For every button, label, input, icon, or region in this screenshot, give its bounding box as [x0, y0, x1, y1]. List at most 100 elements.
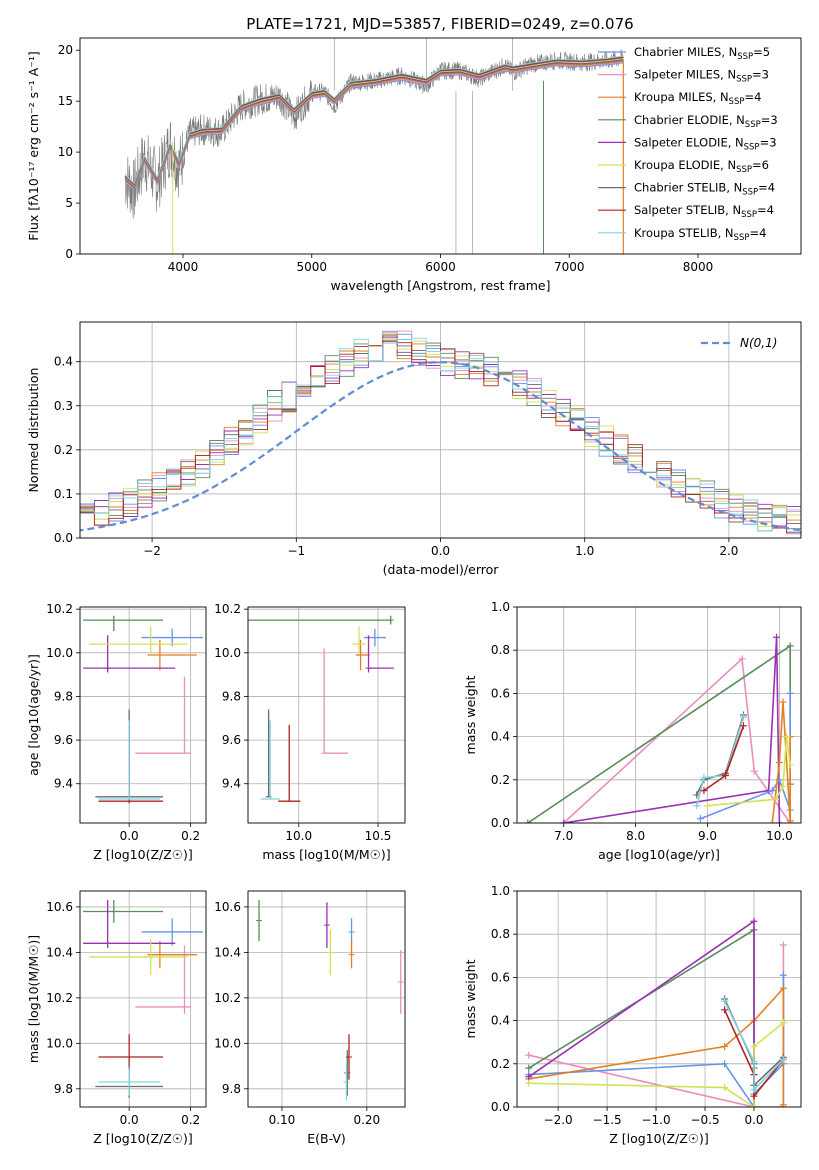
legend-suffix: =4	[744, 90, 761, 104]
plus-marker	[704, 802, 712, 810]
y-tick-label: 10.2	[46, 602, 73, 616]
plus-marker	[700, 774, 708, 782]
weight-line	[723, 1000, 784, 1092]
x-tick-label: −0.5	[690, 1113, 719, 1127]
panel-residual-distribution: −2 −1 0.0 1.0 2.0 0.0 0.1 0.2 0.3 0.4 (data-model)…	[26, 321, 802, 577]
panel-weight-vs-age: 7.0 8.0 9.0 10.0 0.0 0.2 0.4 0.6 0.8 1.0 age [log1…	[463, 600, 802, 862]
y-tick-label: 10.6	[214, 900, 241, 914]
y-tick-label: 0	[65, 247, 73, 261]
plus-marker	[779, 1055, 787, 1063]
plot-area	[80, 330, 801, 536]
plus-marker	[721, 1043, 729, 1051]
weight-line	[563, 637, 781, 823]
plus-marker	[786, 642, 794, 650]
x-tick-label: 8.0	[626, 829, 645, 843]
legend-subscript: SSP	[742, 188, 758, 198]
legend-suffix: =3	[761, 113, 778, 127]
legend-entry: Salpeter MILES, NSSP=3	[634, 68, 769, 85]
plus-marker	[779, 1101, 787, 1107]
histogram-steps	[80, 339, 801, 533]
y-axis-label: mass weight	[463, 959, 478, 1038]
plus-marker	[775, 819, 783, 823]
axes-frame	[516, 890, 802, 1108]
plus-marker	[739, 722, 747, 730]
legend-entry: Kroupa MILES, NSSP=4	[634, 90, 761, 107]
x-tick-label: 7.0	[554, 829, 573, 843]
legend-suffix: =4	[757, 203, 774, 217]
x-tick-label: 2.0	[719, 544, 738, 558]
plus-marker	[700, 787, 708, 795]
plus-marker	[525, 1079, 533, 1087]
y-tick-label: 10.2	[214, 991, 241, 1005]
y-tick-label: 9.4	[54, 777, 73, 791]
legend-label: Chabrier MILES, N	[634, 45, 737, 59]
legend-entry: Salpeter STELIB, NSSP=4	[634, 203, 774, 220]
plus-marker	[750, 1103, 758, 1107]
legend-suffix: =6	[752, 158, 769, 172]
y-tick-label: 0.2	[54, 443, 73, 457]
histogram-steps	[80, 341, 801, 536]
panel-age-vs-mass: 10.0 10.5 9.4 9.6 9.8 10.0 10.2 mass [log10(M/M…	[214, 602, 406, 862]
legend-label: Salpeter MILES, N	[634, 68, 736, 82]
y-axis-label: Normed distribution	[26, 368, 41, 493]
weight-line	[528, 1022, 784, 1107]
plus-marker	[773, 633, 781, 641]
legend-label: Kroupa ELODIE, N	[634, 158, 736, 172]
plus-marker	[768, 787, 776, 795]
x-axis-label: Z [log10(Z/Z☉)]	[93, 1131, 193, 1146]
x-tick-label: 9.0	[698, 829, 717, 843]
plot-area	[83, 900, 203, 1098]
x-tick-label: 4000	[168, 260, 199, 274]
plus-marker	[783, 733, 791, 741]
plus-marker	[779, 971, 787, 979]
x-tick-label: 7000	[554, 260, 585, 274]
legend-subscript: SSP	[734, 233, 750, 243]
x-tick-label: 0.20	[353, 1113, 380, 1127]
plot-area	[248, 615, 394, 802]
plus-marker	[525, 1073, 533, 1081]
histogram-steps	[80, 337, 801, 532]
x-tick-label: 0.2	[181, 829, 200, 843]
axes-frame	[516, 606, 802, 824]
y-tick-label: 0.0	[54, 531, 73, 545]
x-tick-label: −1	[287, 544, 305, 558]
plus-marker	[524, 819, 532, 823]
legend-subscript: SSP	[737, 52, 753, 62]
legend-suffix: =5	[753, 45, 770, 59]
panel-weight-vs-Z: −2.0 −1.5 −1.0 −0.5 0.0 0.0 0.2 0.4 0.6 0.8 1.0 Z […	[463, 884, 802, 1146]
y-tick-label: 9.4	[222, 777, 241, 791]
legend-entry: Chabrier ELODIE, NSSP=3	[634, 113, 778, 130]
plot-area	[83, 615, 203, 804]
y-tick-label: 10.2	[46, 991, 73, 1005]
y-tick-label: 0.0	[491, 1100, 510, 1114]
legend-entry: Salpeter ELODIE, NSSP=3	[634, 135, 777, 152]
x-tick-label: 1.0	[575, 544, 594, 558]
x-tick-label: 10.5	[365, 829, 392, 843]
axes-frame	[247, 606, 406, 824]
legend-label: Chabrier STELIB, N	[634, 181, 742, 195]
legend-entry: Kroupa ELODIE, NSSP=6	[634, 158, 769, 175]
histogram-steps	[80, 336, 801, 528]
legend-subscript: SSP	[736, 75, 752, 85]
legend-label: Salpeter ELODIE, N	[634, 135, 744, 149]
y-tick-label: 1.0	[491, 884, 510, 898]
y-tick-label: 10.0	[46, 1036, 73, 1050]
plus-marker	[525, 1064, 533, 1072]
y-tick-label: 0.1	[54, 487, 73, 501]
y-tick-label: 0.6	[491, 686, 510, 700]
y-tick-label: 0.8	[491, 927, 510, 941]
y-tick-label: 10.0	[214, 1036, 241, 1050]
y-axis-label: mass weight	[463, 675, 478, 754]
legend-subscript: SSP	[741, 210, 757, 220]
axes-frame	[79, 37, 802, 255]
figure-title: PLATE=1721, MJD=53857, FIBERID=0249, z=0…	[246, 15, 633, 33]
y-axis-label: mass [log10(M/M☉)]	[26, 935, 41, 1063]
y-tick-label: 0.3	[54, 399, 73, 413]
x-tick-label: 10.0	[285, 829, 312, 843]
axes-frame	[79, 606, 207, 824]
plus-marker	[722, 771, 730, 779]
y-tick-label: 1.0	[491, 600, 510, 614]
plus-marker	[779, 782, 787, 790]
